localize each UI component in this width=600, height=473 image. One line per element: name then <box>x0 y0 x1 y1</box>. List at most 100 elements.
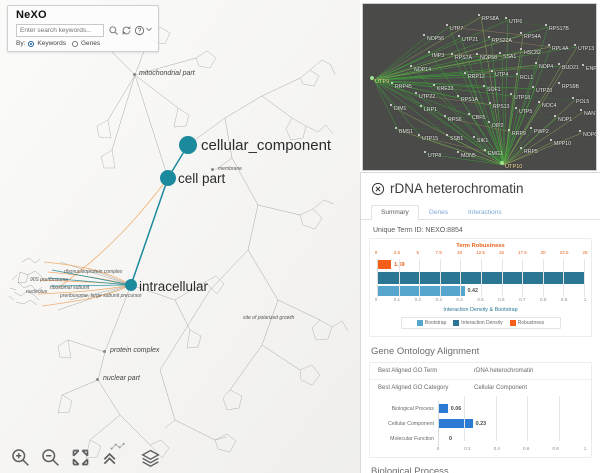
radio-keywords-label: Keywords <box>37 40 66 47</box>
gene-node[interactable] <box>417 133 421 137</box>
gene-node[interactable] <box>507 128 511 132</box>
gene-node[interactable] <box>509 92 513 96</box>
axis-tick-top: 10 <box>457 250 463 255</box>
go-axis-tick: 0.4 <box>493 446 500 451</box>
gene-node[interactable] <box>456 150 460 154</box>
tab-summary[interactable]: Summary <box>371 205 419 220</box>
go-alignment-bar: 0.23 <box>439 419 486 428</box>
tab-interactions[interactable]: Interactions <box>467 209 502 216</box>
gene-node[interactable] <box>394 126 398 130</box>
reset-icon[interactable] <box>121 25 132 36</box>
zoom-in-icon[interactable] <box>10 447 31 468</box>
gene-node[interactable] <box>477 13 481 17</box>
gene-node[interactable] <box>456 94 460 98</box>
radio-keywords[interactable] <box>28 40 35 47</box>
legend-item-interaction-density[interactable]: Interaction Density <box>453 320 503 326</box>
gene-node[interactable] <box>487 35 491 39</box>
gene-node[interactable] <box>571 96 575 100</box>
graph-node-protein-complex[interactable] <box>103 350 106 353</box>
gridline <box>559 396 561 441</box>
term-detail-panel: rDNA heterochromatin Summary Genes Inter… <box>360 172 600 473</box>
gene-node[interactable] <box>422 33 426 37</box>
graph-node-nuclear-part[interactable] <box>96 378 99 381</box>
close-circle-icon[interactable] <box>371 182 385 196</box>
gene-node[interactable] <box>409 64 413 68</box>
gridline <box>584 259 585 297</box>
gene-node[interactable] <box>519 146 523 150</box>
gridline <box>463 396 465 441</box>
gene-node[interactable] <box>504 16 508 20</box>
gene-node[interactable] <box>445 23 449 27</box>
help-icon[interactable] <box>134 25 145 36</box>
gene-node[interactable] <box>581 63 585 67</box>
gene-node[interactable] <box>445 133 449 137</box>
tab-genes[interactable]: Genes <box>428 209 448 216</box>
gene-node[interactable] <box>529 126 533 130</box>
collapse-icon[interactable] <box>100 442 125 468</box>
zoom-out-icon[interactable] <box>40 447 61 468</box>
gene-node[interactable] <box>544 23 548 27</box>
gene-node[interactable] <box>414 91 418 95</box>
gene-node[interactable] <box>482 84 486 88</box>
gene-node[interactable] <box>553 114 557 118</box>
gene-node[interactable] <box>549 138 553 142</box>
gene-node[interactable] <box>475 52 479 56</box>
gene-node[interactable] <box>488 101 492 105</box>
gene-node[interactable] <box>419 104 423 108</box>
gene-node[interactable] <box>519 47 523 51</box>
gene-node[interactable] <box>450 52 454 56</box>
radio-genes[interactable] <box>71 40 78 47</box>
unique-term-id: Unique Term ID: NEXO:8854 <box>373 227 463 234</box>
go-alignment-axis: 0 0.2 0.4 0.6 0.8 1 <box>437 446 587 455</box>
gene-node[interactable] <box>514 106 518 110</box>
graph-node-cellular-component[interactable] <box>179 136 197 154</box>
gene-node[interactable] <box>500 161 504 165</box>
axis-tick-bottom: 0.3 <box>435 297 442 302</box>
gene-node[interactable] <box>490 69 494 73</box>
gene-node[interactable] <box>443 114 447 118</box>
gene-node[interactable] <box>557 62 561 66</box>
gene-node[interactable] <box>557 81 561 85</box>
axis-tick-top: 5 <box>416 250 420 255</box>
gene-node[interactable] <box>578 129 582 133</box>
gene-node[interactable] <box>487 120 491 124</box>
axis-tick-top: 0 <box>374 250 378 255</box>
graph-node-membrane[interactable] <box>211 168 214 171</box>
gene-node[interactable] <box>483 148 487 152</box>
gene-node[interactable] <box>463 71 467 75</box>
gene-node[interactable] <box>472 135 476 139</box>
gene-node[interactable] <box>389 103 393 107</box>
go-axis-tick: 0.2 <box>464 446 471 451</box>
gene-node[interactable] <box>427 50 431 54</box>
layers-icon[interactable] <box>140 447 161 468</box>
legend-item-bootstrap[interactable]: Bootstrap <box>416 320 446 326</box>
gene-node[interactable] <box>519 31 523 35</box>
search-icon[interactable] <box>108 25 119 36</box>
gene-node[interactable] <box>467 112 471 116</box>
robustness-chart: Term Robustness 0 2.5 5 7.5 10 12.5 15 17.5 20 22… <box>370 239 591 336</box>
gene-node[interactable] <box>531 85 535 89</box>
graph-node-mitochondrial-part[interactable] <box>133 73 136 76</box>
gene-node[interactable] <box>498 51 502 55</box>
gene-node[interactable] <box>537 100 541 104</box>
gene-interaction-network[interactable]: UTP9 UTP10 UTP7 RPS8A UTP6 RPS17B NOP56 UTP21 RP… <box>362 3 597 171</box>
search-input[interactable] <box>16 24 104 37</box>
gene-node[interactable] <box>423 150 427 154</box>
gene-node[interactable] <box>432 83 436 87</box>
gene-node[interactable] <box>390 81 394 85</box>
gene-node[interactable] <box>370 76 374 80</box>
ontology-graph-canvas[interactable]: cellular_component cell part intracellul… <box>0 0 360 473</box>
gene-node[interactable] <box>579 108 583 112</box>
graph-node-intracellular[interactable] <box>125 279 137 291</box>
gene-node[interactable] <box>573 43 577 47</box>
gridline <box>419 259 421 297</box>
gene-node[interactable] <box>457 34 461 38</box>
fit-to-screen-icon[interactable] <box>70 447 91 468</box>
gene-node[interactable] <box>515 72 519 76</box>
legend-item-robustness[interactable]: Robustness <box>509 320 544 326</box>
gene-node[interactable] <box>547 43 551 47</box>
graph-node-cell-part[interactable] <box>160 170 176 186</box>
gene-node[interactable] <box>534 61 538 65</box>
chevron-down-icon[interactable] <box>145 25 153 36</box>
